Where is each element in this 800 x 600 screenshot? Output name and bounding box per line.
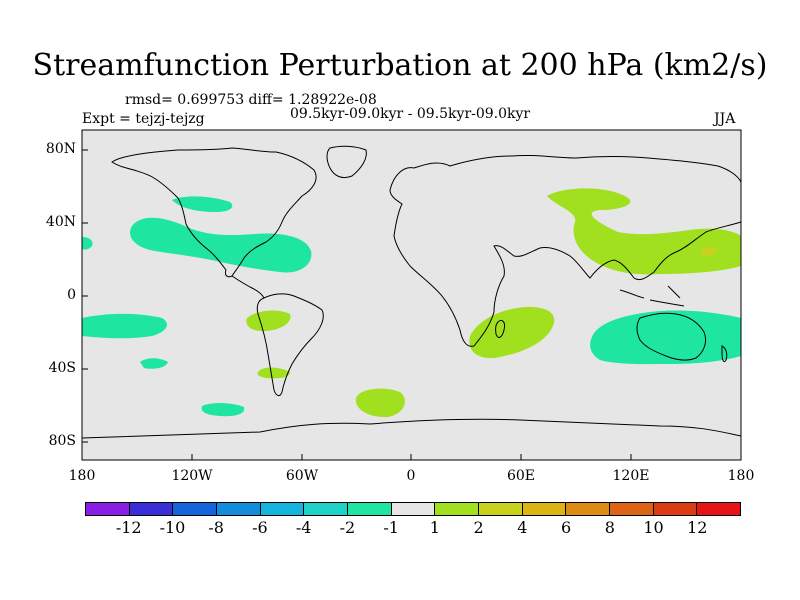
coastline-southeast-asia <box>619 285 685 307</box>
y-label-0: 0 <box>67 287 76 303</box>
anomaly-region-east-pacific <box>130 217 312 273</box>
colorbar-label: 12 <box>687 518 708 537</box>
y-label-40n: 40N <box>45 214 76 230</box>
season-label: JJA <box>714 111 736 127</box>
y-label-40s: 40S <box>48 360 76 376</box>
colorbar-label: 10 <box>643 518 664 537</box>
colorbar-segment <box>348 503 392 515</box>
colorbar-segment <box>173 503 218 515</box>
anomaly-region-south-america <box>246 310 291 332</box>
coastlines <box>81 145 742 439</box>
anomaly-region-south-pacific-west <box>82 313 167 339</box>
anomaly-regions <box>82 188 741 418</box>
x-label-120w: 120W <box>171 468 213 484</box>
axis-ticks <box>82 149 632 460</box>
colorbar-segment <box>217 503 261 515</box>
anomaly-region-southern-ocean <box>201 403 245 417</box>
colorbar-segment <box>129 503 174 515</box>
colorbar-segment <box>610 503 654 515</box>
coastline-eurasia-africa <box>389 154 742 347</box>
map-background <box>82 130 741 460</box>
anomaly-region-patagonia <box>257 367 290 379</box>
colorbar-label: 8 <box>604 518 615 537</box>
chart-title: Streamfunction Perturbation at 200 hPa (… <box>32 48 768 83</box>
colorbar-label: -1 <box>383 518 399 537</box>
colorbar-segment <box>653 503 698 515</box>
anomaly-region-south-pacific-small <box>140 358 168 369</box>
anomaly-region-australia <box>590 310 741 365</box>
coastline-antarctica <box>81 418 742 439</box>
x-label-180-west: 180 <box>68 468 96 484</box>
colorbar-label: -6 <box>252 518 268 537</box>
colorbar-segment <box>566 503 611 515</box>
x-label-180-east: 180 <box>727 468 755 484</box>
y-label-80s: 80S <box>48 433 76 449</box>
x-label-60e: 60E <box>506 468 536 484</box>
anomaly-region-asia <box>547 188 741 275</box>
y-label-80n: 80N <box>45 141 76 157</box>
anomaly-region-southern-africa <box>469 306 555 359</box>
colorbar-segment <box>304 503 349 515</box>
stats-text: rmsd= 0.699753 diff= 1.28922e-08 <box>125 92 377 108</box>
colorbar-segment <box>260 503 305 515</box>
colorbar-segment <box>435 503 480 515</box>
x-label-0: 0 <box>406 468 416 484</box>
anomaly-region-asia-inner <box>701 247 718 256</box>
colorbar-segment <box>697 503 741 515</box>
coastline-greenland <box>326 145 367 179</box>
colorbar-label: 1 <box>429 518 440 537</box>
colorbar-label: -10 <box>159 518 186 537</box>
experiment-label: Expt = tejzj-tejzg <box>82 111 205 127</box>
colorbar-label: -12 <box>115 518 142 537</box>
colorbar-segment <box>391 503 436 515</box>
colorbar <box>85 502 741 516</box>
coastline-australia <box>636 312 707 361</box>
colorbar-label: -2 <box>339 518 356 537</box>
colorbar-label: -4 <box>295 518 312 537</box>
colorbar-segment <box>86 503 130 515</box>
colorbar-label: 2 <box>473 518 484 537</box>
period-label: 09.5kyr-09.0kyr - 09.5kyr-09.0kyr <box>290 106 531 122</box>
coastline-north-america <box>111 147 317 278</box>
coastline-south-america <box>256 293 324 397</box>
x-label-60w: 60W <box>285 468 319 484</box>
coastline-madagascar <box>495 319 505 338</box>
colorbar-segment <box>479 503 523 515</box>
coastline-central-america <box>231 275 265 299</box>
coastline-new-zealand <box>721 345 728 363</box>
colorbar-label: 6 <box>560 518 572 537</box>
anomaly-region-west-edge <box>82 237 93 250</box>
anomaly-region-north-pacific <box>172 196 233 212</box>
colorbar-label: -8 <box>208 518 224 537</box>
x-label-120e: 120E <box>612 468 650 484</box>
colorbar-label: 4 <box>517 518 528 537</box>
anomaly-region-south-atlantic <box>355 388 405 418</box>
colorbar-segment <box>522 503 567 515</box>
